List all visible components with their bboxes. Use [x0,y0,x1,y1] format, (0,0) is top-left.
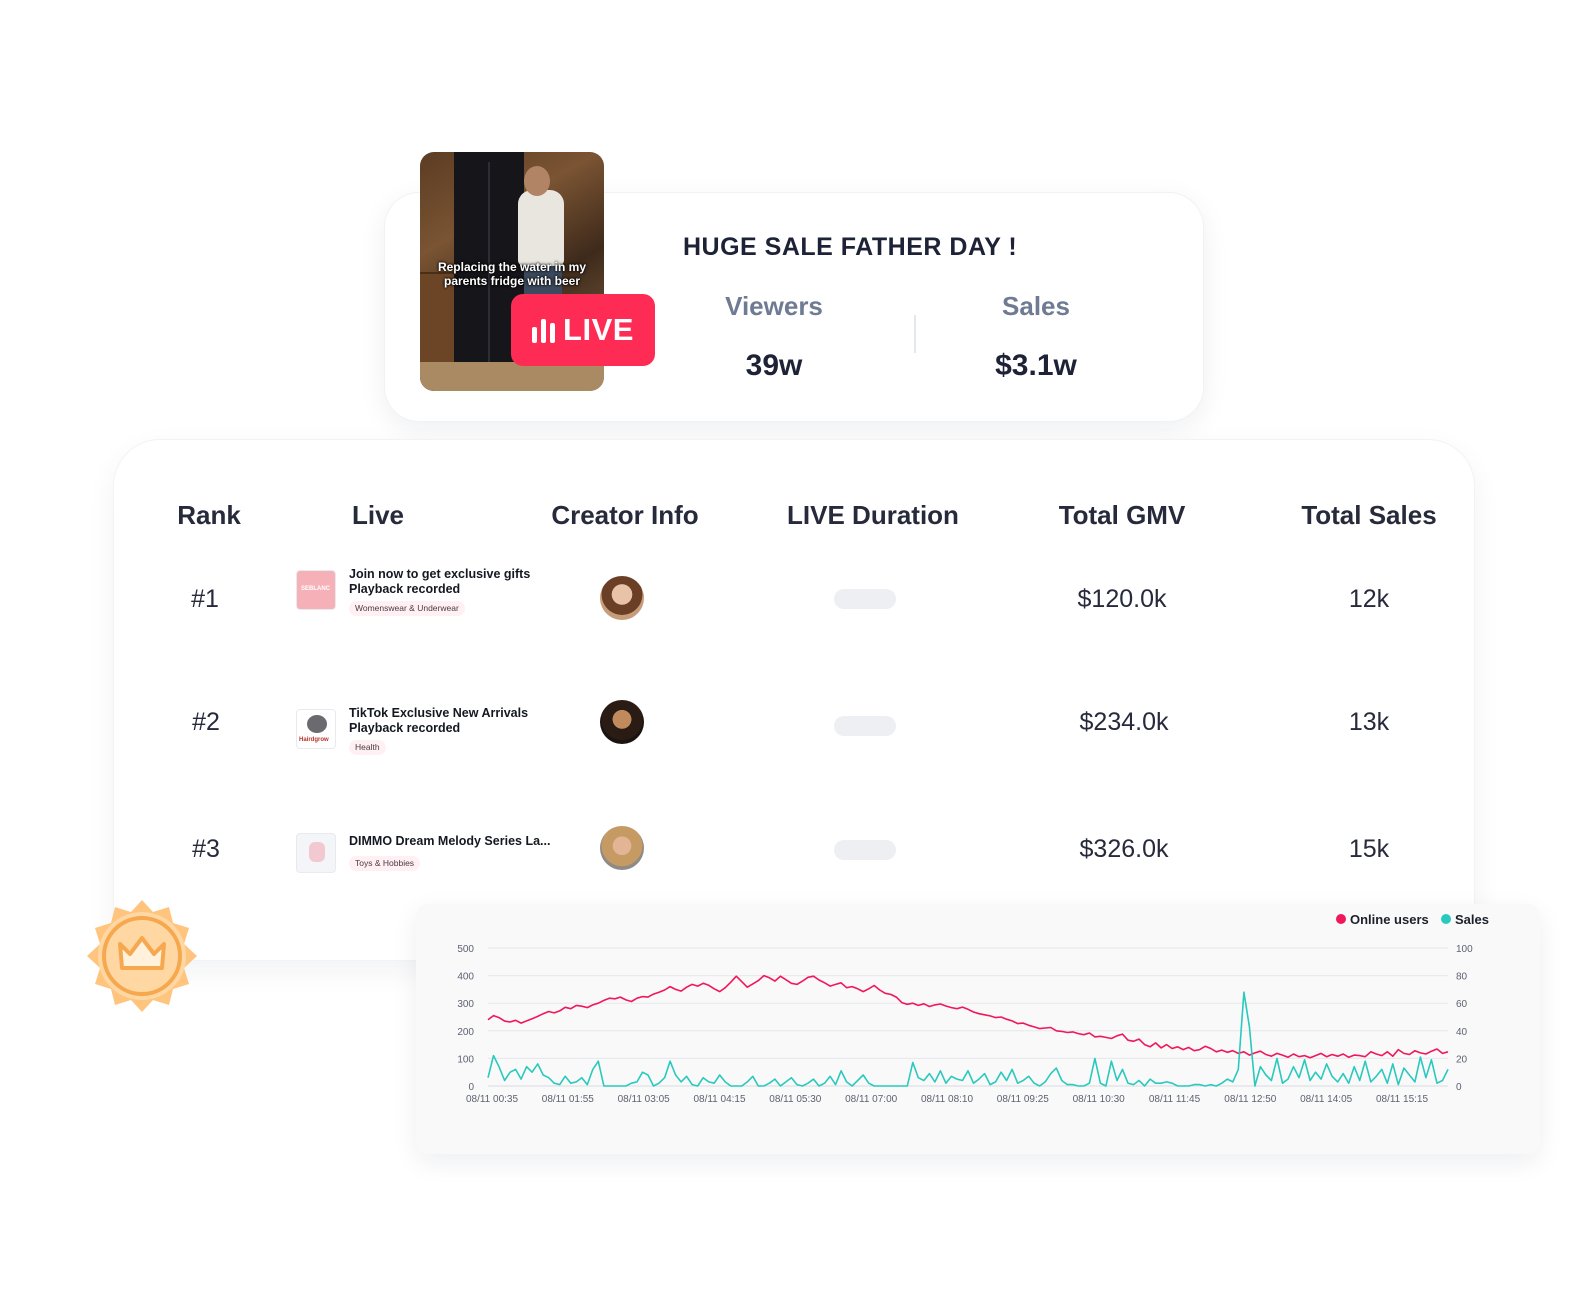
stat-divider [914,315,916,353]
x-tick-label: 08/11 01:55 [542,1094,595,1105]
sales-value: $3.1w [995,349,1077,382]
row-gmv: $326.0k [1079,835,1169,863]
creator-avatar[interactable] [600,700,644,744]
x-tick-label: 08/11 10:30 [1073,1094,1126,1105]
y-tick-label-left: 300 [457,999,474,1010]
x-tick-label: 08/11 09:25 [997,1094,1050,1105]
y-tick-label-right: 40 [1456,1027,1468,1038]
creator-avatar[interactable] [600,826,644,870]
chart-series [487,974,1449,1087]
y-tick-label-left: 400 [457,972,474,983]
series-line-sales [487,991,1449,1087]
category-tag: Health [349,740,386,755]
live-thumbnail-brand: Hairdgrow [299,737,329,743]
y-tick-label-left: 200 [457,1027,474,1038]
live-thumbnail[interactable]: Hairdgrow [296,709,336,749]
thumbnail-floor [420,362,604,391]
live-subtitle-line: Playback recorded [349,720,461,735]
category-tag: Toys & Hobbies [349,856,421,871]
x-tick-label: 08/11 11:45 [1149,1094,1201,1105]
column-header-gmv[interactable]: Total GMV [1058,500,1186,530]
live-badge: LIVE [511,294,655,366]
live-thumbnail-emblem [307,715,327,733]
series-line-online-users [487,974,1449,1059]
live-title-line: TikTok Exclusive New Arrivals [349,706,529,720]
live-bars-icon [532,317,556,343]
thumbnail-person-body [518,190,564,266]
chart-svg: Online users Sales 0 100 200 300 400 500 0 20 4… [457,912,1489,1105]
live-title: HUGE SALE FATHER DAY ! [683,233,1018,261]
live-title-line: DIMMO Dream Melody Series La... [349,834,551,848]
row-sales: 13k [1348,708,1390,736]
column-header-duration[interactable]: LIVE Duration [787,500,959,530]
y-tick-label-left: 0 [468,1082,474,1093]
live-title-line: Join now to get exclusive gifts [349,567,531,581]
x-tick-label: 08/11 12:50 [1224,1094,1277,1105]
x-tick-label: 08/11 00:35 [466,1094,519,1105]
viewers-label: Viewers [725,291,823,321]
x-axis: 08/11 00:35 08/11 01:55 08/11 03:05 08/11 0… [466,1094,1429,1105]
duration-placeholder [834,589,896,609]
x-tick-label: 08/11 07:00 [845,1094,898,1105]
legend-dot-online-users [1336,914,1346,924]
row-sales: 12k [1348,585,1390,613]
legend-sales[interactable]: Sales [1455,912,1489,927]
live-title-text[interactable]: DIMMO Dream Melody Series La... [349,834,559,849]
legend-online-users[interactable]: Online users [1350,912,1429,927]
live-thumbnail-figure [309,842,325,862]
column-header-live[interactable]: Live [351,500,405,530]
y-tick-label-right: 0 [1456,1082,1462,1093]
duration-placeholder [834,840,896,860]
y-tick-label-right: 60 [1456,999,1468,1010]
y-tick-label-right: 100 [1456,944,1473,955]
y-tick-label-right: 80 [1456,972,1468,983]
category-tag: Womenswear & Underwear [349,601,465,616]
thumbnail-fridge-door [488,162,490,382]
live-title-text[interactable]: Join now to get exclusive gifts Playback… [349,567,559,596]
y-tick-label-left: 500 [457,944,474,955]
duration-placeholder [834,716,896,736]
chart-legend: Online users Sales [1336,912,1489,927]
column-header-rank[interactable]: Rank [177,500,241,530]
live-thumbnail[interactable] [296,833,336,873]
y-axis-right: 0 20 40 60 80 100 [1456,944,1473,1093]
chart-grid [488,947,1448,1087]
live-thumbnail-brand: SEBLANC [301,586,331,592]
x-tick-label: 08/11 14:05 [1300,1094,1353,1105]
row-gmv: $234.0k [1079,708,1169,736]
row-sales: 15k [1348,835,1390,863]
column-header-creator[interactable]: Creator Info [551,500,699,530]
live-subtitle-line: Playback recorded [349,581,461,596]
live-thumbnail[interactable]: SEBLANC [296,570,336,610]
y-tick-label-left: 100 [457,1054,474,1065]
x-tick-label: 08/11 05:30 [769,1094,822,1105]
x-tick-label: 08/11 04:15 [693,1094,746,1105]
sales-label: Sales [1002,291,1070,321]
column-header-sales[interactable]: Total Sales [1301,500,1437,530]
live-badge-label: LIVE [563,312,634,347]
row-rank: #2 [192,708,220,736]
live-title-text[interactable]: TikTok Exclusive New Arrivals Playback r… [349,706,559,735]
crown-badge-icon [87,900,197,1012]
x-tick-label: 08/11 03:05 [618,1094,671,1105]
thumbnail-caption: Replacing the water in my parents fridge… [437,260,587,288]
row-rank: #3 [192,835,220,863]
x-tick-label: 08/11 15:15 [1376,1094,1429,1105]
x-tick-label: 08/11 08:10 [921,1094,974,1105]
row-rank: #1 [191,585,219,613]
row-gmv: $120.0k [1077,585,1167,613]
y-tick-label-right: 20 [1456,1054,1468,1065]
y-axis-left: 0 100 200 300 400 500 [457,944,474,1093]
legend-dot-sales [1441,914,1451,924]
live-ranking-table [114,440,1474,960]
thumbnail-person-head [524,166,550,196]
creator-avatar[interactable] [600,576,644,620]
live-trend-chart: Online users Sales 0 100 200 300 400 500 0 20 4… [416,904,1540,1154]
viewers-value: 39w [745,349,803,382]
